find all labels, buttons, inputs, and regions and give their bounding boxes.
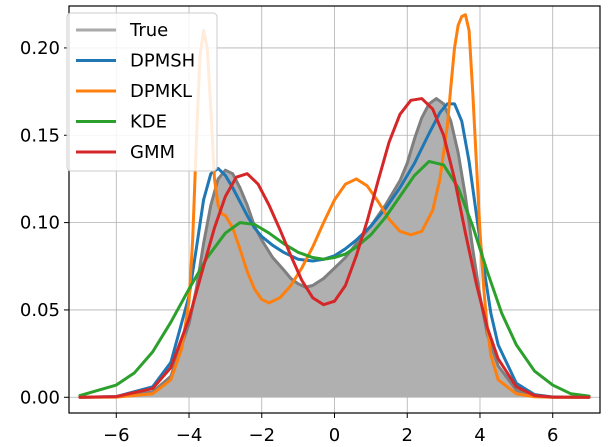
y-tick-label: 0.05 bbox=[20, 300, 60, 321]
x-tick-label: 0 bbox=[329, 425, 340, 446]
y-tick-label: 0.15 bbox=[20, 125, 60, 146]
series-line-true bbox=[79, 97, 590, 399]
axis-ticks: −6 −4 −2 0 2 4 6 0.00 0.05 0.10 0.15 0.20 bbox=[20, 38, 559, 446]
x-tick-label: −6 bbox=[103, 425, 130, 446]
y-tick-label: 0.00 bbox=[20, 387, 60, 408]
y-tick-label: 0.20 bbox=[20, 38, 60, 59]
legend-label-true: True bbox=[129, 20, 168, 41]
series-layer bbox=[78, 13, 591, 399]
series-line-kde bbox=[78, 159, 591, 398]
legend-label-gmm: GMM bbox=[130, 142, 175, 163]
legend-label-kde: KDE bbox=[130, 112, 167, 133]
x-tick-label: −2 bbox=[248, 425, 275, 446]
series-line-gmm bbox=[78, 97, 591, 399]
legend-label-dpmkl: DPMKL bbox=[130, 81, 192, 102]
legend-box bbox=[66, 12, 218, 172]
y-tick-label: 0.10 bbox=[20, 213, 60, 234]
x-tick-label: 2 bbox=[402, 425, 413, 446]
x-tick-label: 4 bbox=[474, 425, 485, 446]
series-fill-true bbox=[79, 98, 590, 398]
x-tick-label: 6 bbox=[547, 425, 558, 446]
legend-label-dpmsh: DPMSH bbox=[130, 51, 195, 72]
legend: True DPMSH DPMKL KDE GMM bbox=[66, 12, 218, 172]
x-tick-label: −4 bbox=[176, 425, 203, 446]
